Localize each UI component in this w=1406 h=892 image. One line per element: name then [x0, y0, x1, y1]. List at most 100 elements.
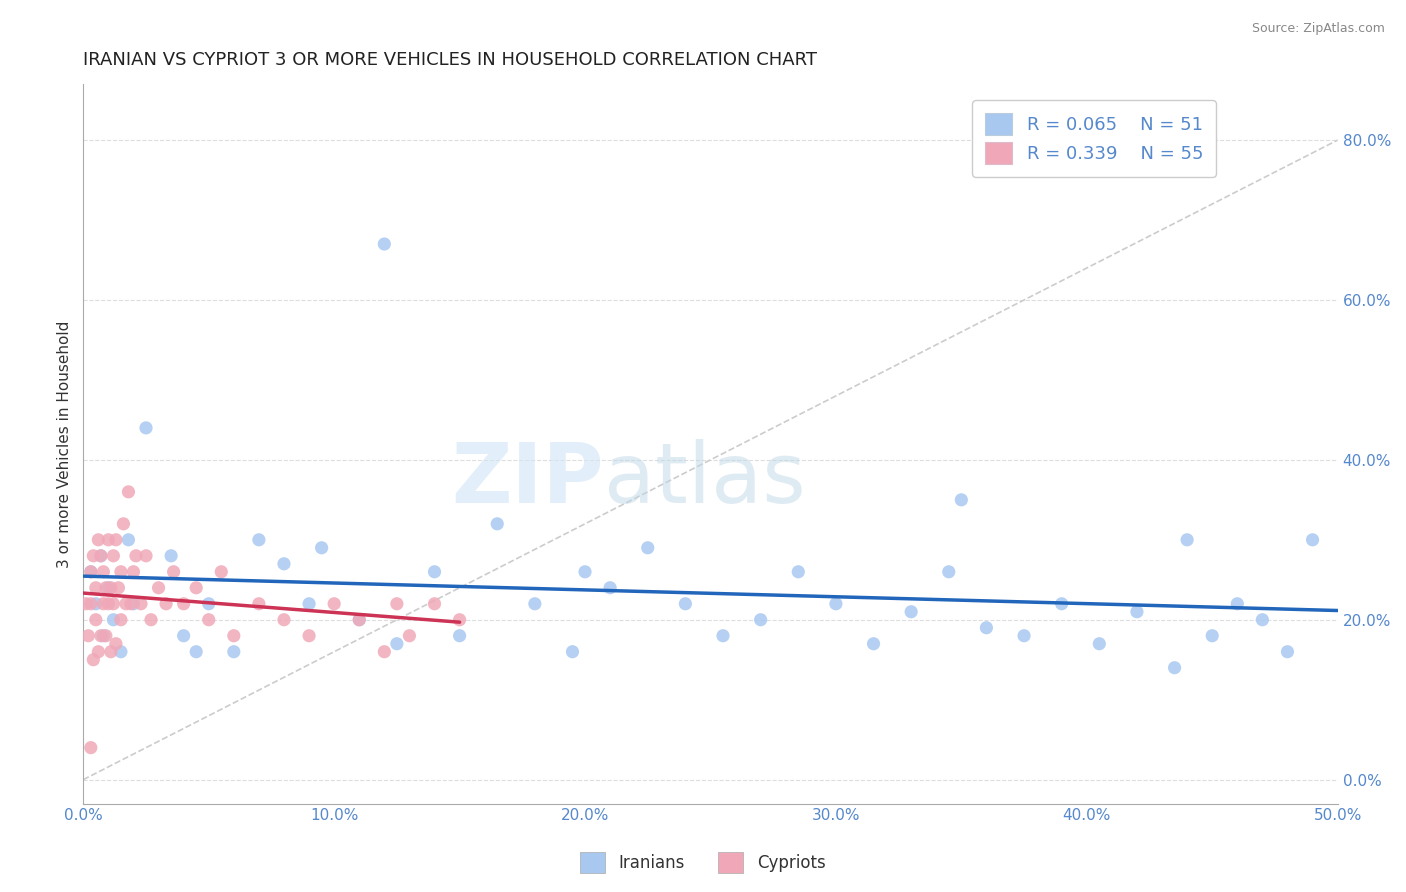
Point — [148, 581, 170, 595]
Point — [1277, 645, 1299, 659]
Point — [349, 613, 371, 627]
Point — [82, 549, 104, 563]
Point — [80, 565, 103, 579]
Point — [1088, 637, 1111, 651]
Point — [93, 597, 115, 611]
Point — [100, 645, 122, 659]
Point — [162, 565, 184, 579]
Point — [84, 597, 107, 611]
Point — [97, 581, 120, 595]
Point — [129, 597, 152, 611]
Point — [115, 597, 138, 611]
Point — [97, 597, 120, 611]
Point — [825, 597, 848, 611]
Point — [900, 605, 922, 619]
Point — [423, 565, 446, 579]
Point — [93, 629, 115, 643]
Point — [120, 597, 142, 611]
Point — [1012, 629, 1035, 643]
Point — [1126, 605, 1149, 619]
Point — [222, 645, 245, 659]
Point — [373, 645, 395, 659]
Point — [94, 581, 117, 595]
Point — [273, 557, 295, 571]
Point — [117, 484, 139, 499]
Point — [104, 637, 127, 651]
Point — [84, 581, 107, 595]
Point — [110, 645, 132, 659]
Point — [1175, 533, 1198, 547]
Point — [82, 653, 104, 667]
Point — [77, 629, 100, 643]
Point — [599, 581, 621, 595]
Legend: Iranians, Cypriots: Iranians, Cypriots — [574, 846, 832, 880]
Point — [298, 597, 321, 611]
Point — [711, 629, 734, 643]
Point — [373, 237, 395, 252]
Point — [938, 565, 960, 579]
Point — [197, 597, 219, 611]
Y-axis label: 3 or more Vehicles in Household: 3 or more Vehicles in Household — [58, 320, 72, 567]
Point — [749, 613, 772, 627]
Point — [574, 565, 596, 579]
Point — [80, 565, 103, 579]
Point — [93, 565, 115, 579]
Point — [1050, 597, 1073, 611]
Point — [637, 541, 659, 555]
Point — [247, 597, 270, 611]
Point — [449, 613, 471, 627]
Point — [1163, 661, 1185, 675]
Point — [103, 549, 125, 563]
Point — [107, 581, 129, 595]
Point — [122, 597, 145, 611]
Point — [385, 637, 408, 651]
Point — [1226, 597, 1249, 611]
Point — [122, 565, 145, 579]
Point — [100, 581, 122, 595]
Point — [311, 541, 333, 555]
Point — [110, 565, 132, 579]
Point — [90, 549, 112, 563]
Point — [103, 597, 125, 611]
Point — [486, 516, 509, 531]
Point — [135, 421, 157, 435]
Point — [1201, 629, 1223, 643]
Legend: R = 0.065    N = 51, R = 0.339    N = 55: R = 0.065 N = 51, R = 0.339 N = 55 — [973, 100, 1216, 177]
Text: ZIP: ZIP — [451, 440, 603, 520]
Point — [186, 581, 208, 595]
Point — [862, 637, 884, 651]
Point — [950, 492, 973, 507]
Point — [103, 613, 125, 627]
Point — [787, 565, 810, 579]
Point — [222, 629, 245, 643]
Point — [323, 597, 346, 611]
Point — [561, 645, 583, 659]
Point — [125, 549, 148, 563]
Point — [1302, 533, 1324, 547]
Point — [398, 629, 420, 643]
Point — [155, 597, 177, 611]
Point — [90, 549, 112, 563]
Point — [94, 629, 117, 643]
Point — [273, 613, 295, 627]
Point — [139, 613, 162, 627]
Point — [110, 613, 132, 627]
Point — [247, 533, 270, 547]
Point — [87, 645, 110, 659]
Point — [135, 549, 157, 563]
Point — [673, 597, 696, 611]
Text: atlas: atlas — [603, 440, 806, 520]
Point — [104, 533, 127, 547]
Point — [186, 645, 208, 659]
Point — [173, 629, 195, 643]
Point — [298, 629, 321, 643]
Point — [197, 613, 219, 627]
Text: IRANIAN VS CYPRIOT 3 OR MORE VEHICLES IN HOUSEHOLD CORRELATION CHART: IRANIAN VS CYPRIOT 3 OR MORE VEHICLES IN… — [83, 51, 817, 69]
Point — [80, 597, 103, 611]
Point — [1251, 613, 1274, 627]
Point — [112, 516, 135, 531]
Point — [385, 597, 408, 611]
Point — [160, 549, 183, 563]
Point — [87, 533, 110, 547]
Point — [84, 613, 107, 627]
